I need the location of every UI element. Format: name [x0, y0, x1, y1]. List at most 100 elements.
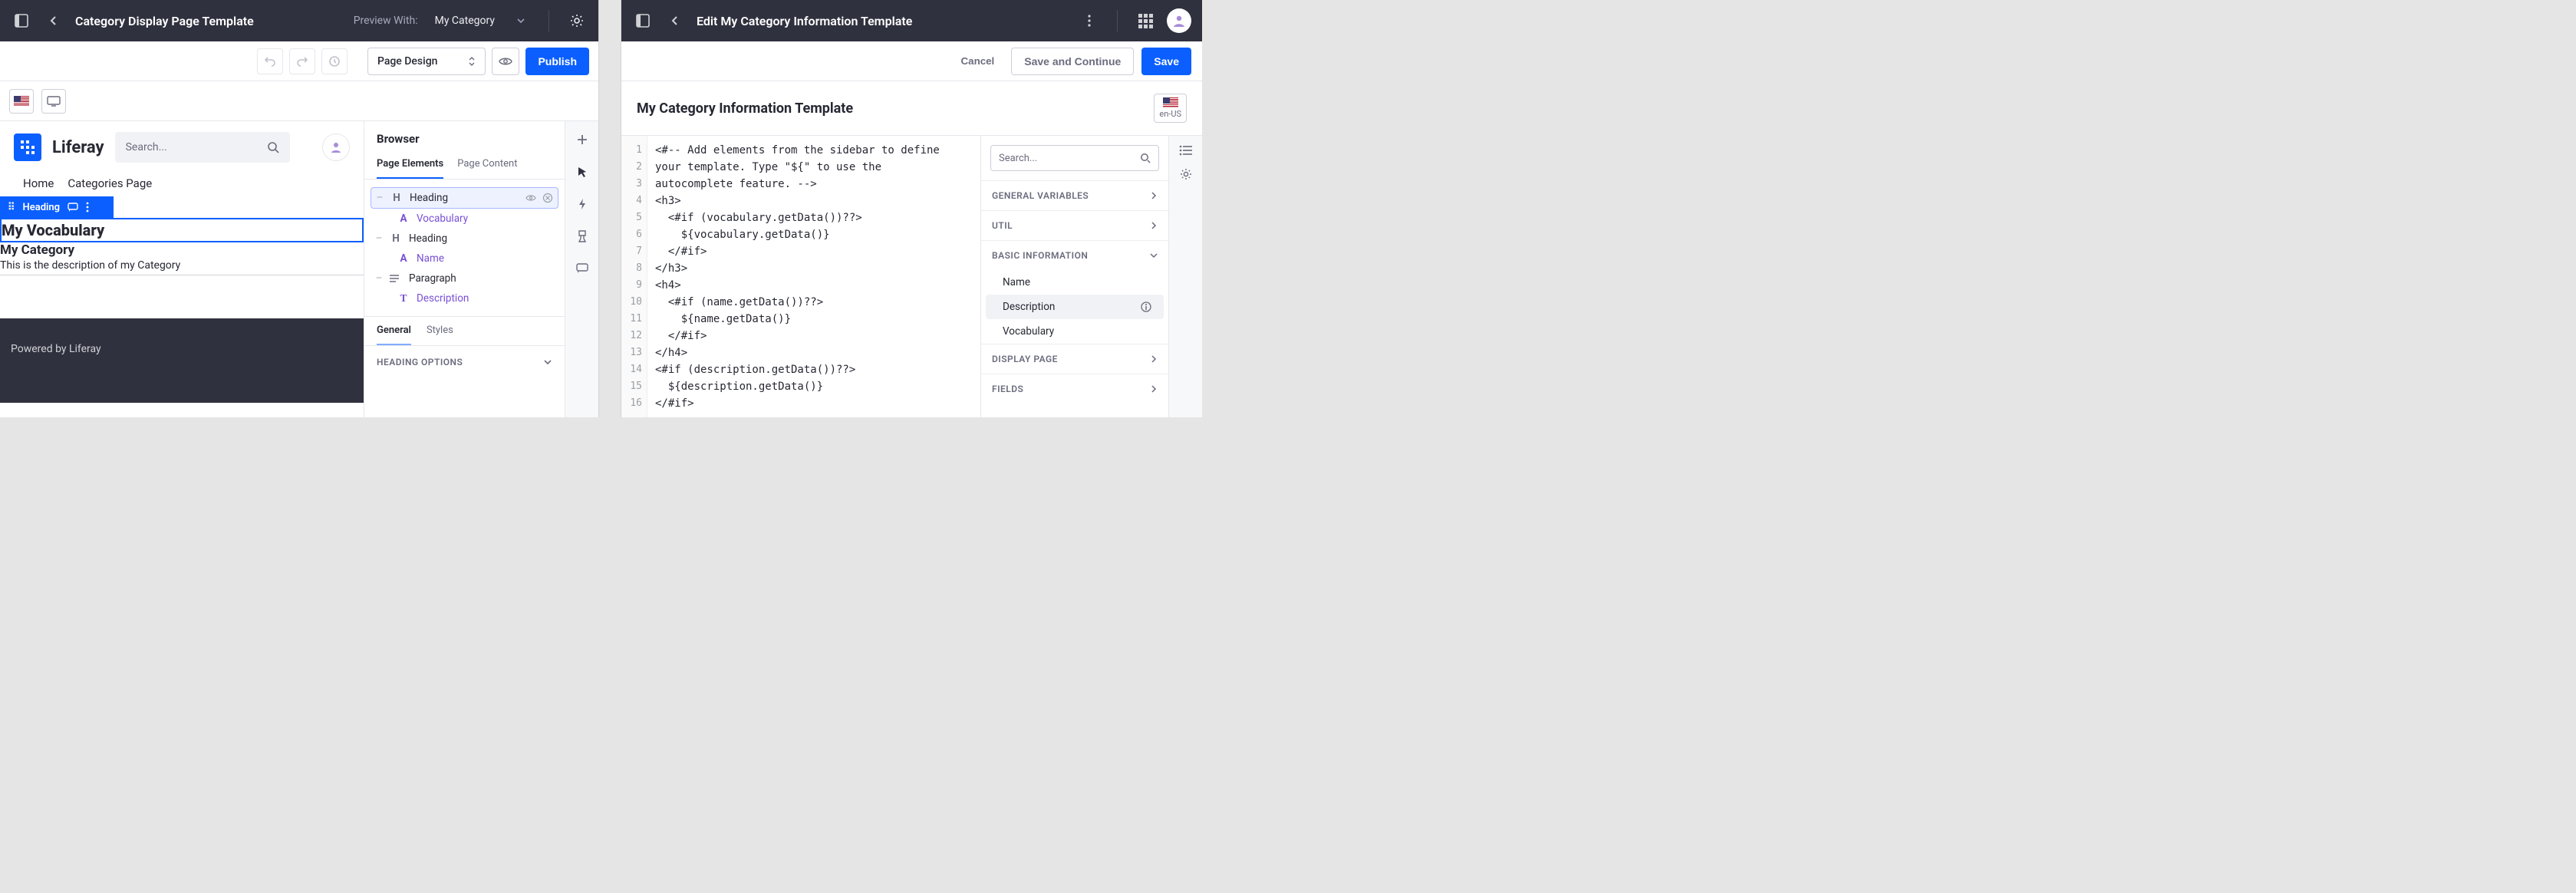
browser-tabs: Page Elements Page Content	[364, 150, 565, 180]
canvas-footer: Powered by Liferay	[0, 318, 364, 403]
locale-flag-icon[interactable]	[9, 89, 34, 114]
preview-with-label: Preview With:	[354, 15, 418, 27]
code-column: 12345678910111213141516 <#-- Add element…	[621, 136, 981, 417]
cursor-icon[interactable]	[572, 161, 593, 183]
chevron-down-icon	[1150, 252, 1158, 259]
footer-text: Powered by Liferay	[11, 343, 101, 355]
chevron-right-icon	[1150, 222, 1158, 229]
bolt-icon[interactable]	[572, 193, 593, 215]
text-icon: T	[397, 292, 410, 305]
selection-label: Heading	[23, 202, 61, 213]
preview-icon[interactable]	[492, 48, 519, 75]
history-icon[interactable]	[321, 48, 348, 74]
gear-icon[interactable]	[566, 10, 588, 31]
list-icon[interactable]	[1179, 145, 1193, 156]
subtab-styles[interactable]: Styles	[427, 317, 453, 345]
selected-heading-box[interactable]: My Vocabulary	[0, 218, 364, 242]
device-desktop-icon[interactable]	[41, 89, 66, 114]
section-util[interactable]: UTIL	[981, 210, 1168, 240]
locale-row	[0, 81, 598, 121]
comments-icon[interactable]	[68, 202, 78, 213]
add-icon[interactable]	[572, 129, 593, 150]
page-mode-select[interactable]: Page Design	[367, 48, 486, 75]
left-icon-rail	[565, 121, 598, 417]
comment-icon[interactable]	[572, 258, 593, 279]
canvas-header: Liferay Search...	[0, 121, 364, 173]
template-title-row: My Category Information Template en-US	[621, 81, 1202, 135]
back-icon[interactable]	[664, 10, 686, 31]
chevron-right-icon	[1150, 355, 1158, 363]
subtab-general[interactable]: General	[377, 317, 411, 345]
code-editor[interactable]: <#-- Add elements from the sidebar to de…	[647, 136, 980, 417]
undo-icon[interactable]	[257, 48, 283, 74]
cancel-button[interactable]: Cancel	[952, 48, 1004, 75]
kebab-icon[interactable]	[1079, 10, 1100, 31]
tree-vocabulary[interactable]: AVocabulary	[371, 209, 558, 229]
vocabulary-heading: My Vocabulary	[2, 219, 362, 241]
page-title: Edit My Category Information Template	[697, 14, 912, 28]
toggle-sidebar-icon[interactable]	[632, 10, 654, 31]
search-input[interactable]: Search...	[115, 132, 290, 163]
right-icon-rail	[1168, 136, 1202, 417]
vars-search-placeholder: Search...	[999, 153, 1037, 164]
search-placeholder: Search...	[126, 141, 167, 153]
section-basic-information[interactable]: BASIC INFORMATION	[981, 240, 1168, 270]
left-main: Liferay Search... Home Categories Page ⠿…	[0, 121, 598, 417]
redo-icon[interactable]	[289, 48, 315, 74]
publish-button[interactable]: Publish	[525, 48, 589, 75]
back-icon[interactable]	[43, 10, 64, 31]
brush-icon[interactable]	[572, 226, 593, 247]
left-pane: Category Display Page Template Preview W…	[0, 0, 598, 417]
page-title: Category Display Page Template	[75, 14, 254, 28]
tab-page-elements[interactable]: Page Elements	[377, 150, 443, 179]
drag-handle-icon[interactable]: ⠿	[8, 202, 15, 213]
selection-wrapper: ⠿ Heading My Vocabulary	[0, 196, 364, 242]
var-name[interactable]: Name	[986, 270, 1164, 295]
save-continue-button[interactable]: Save and Continue	[1011, 48, 1134, 75]
liferay-logo-icon	[14, 133, 41, 161]
tree-description[interactable]: TDescription	[371, 288, 558, 308]
visibility-icon[interactable]	[525, 193, 536, 203]
section-fields[interactable]: FIELDS	[981, 374, 1168, 404]
heading-options-section[interactable]: HEADING OPTIONS	[364, 346, 565, 378]
section-general-variables[interactable]: GENERAL VARIABLES	[981, 180, 1168, 210]
user-avatar[interactable]	[1167, 8, 1191, 33]
line-gutter: 12345678910111213141516	[621, 136, 647, 417]
search-icon	[1140, 153, 1151, 163]
info-icon[interactable]	[1141, 302, 1151, 312]
tab-page-content[interactable]: Page Content	[457, 150, 517, 179]
editor-area: 12345678910111213141516 <#-- Add element…	[621, 135, 1202, 417]
browser-panel: Browser Page Elements Page Content –H He…	[364, 121, 565, 417]
section-display-page[interactable]: DISPLAY PAGE	[981, 344, 1168, 374]
var-description[interactable]: Description	[986, 295, 1164, 319]
nav-categories[interactable]: Categories Page	[68, 176, 152, 190]
search-icon	[267, 141, 279, 153]
toggle-sidebar-icon[interactable]	[11, 10, 32, 31]
avatar-icon[interactable]	[322, 133, 350, 161]
preview-with-value[interactable]: My Category	[435, 15, 495, 27]
locale-selector[interactable]: en-US	[1154, 94, 1187, 123]
nav-home[interactable]: Home	[23, 176, 54, 190]
chevron-down-icon[interactable]	[510, 10, 532, 31]
vars-search-input[interactable]: Search...	[990, 145, 1159, 171]
tree-heading-1[interactable]: –H Heading	[371, 187, 558, 209]
pane-gap	[598, 0, 621, 417]
remove-icon[interactable]	[542, 193, 553, 203]
nav-links: Home Categories Page	[0, 173, 364, 196]
canvas-column: Liferay Search... Home Categories Page ⠿…	[0, 121, 364, 417]
browser-title: Browser	[364, 121, 565, 150]
chevron-right-icon	[1150, 385, 1158, 393]
apps-grid-icon[interactable]	[1135, 10, 1156, 31]
variables-column: Search... GENERAL VARIABLES UTIL BASIC I…	[981, 136, 1168, 417]
var-vocabulary[interactable]: Vocabulary	[986, 319, 1164, 344]
tree-heading-2[interactable]: –HHeading	[371, 229, 558, 249]
save-button[interactable]: Save	[1141, 48, 1191, 75]
gear-icon[interactable]	[1180, 168, 1192, 180]
tree-name[interactable]: AName	[371, 249, 558, 269]
tree-paragraph[interactable]: –Paragraph	[371, 269, 558, 288]
category-description: This is the description of my Category	[0, 259, 364, 275]
kebab-icon[interactable]	[86, 202, 89, 213]
brand-name: Liferay	[52, 138, 104, 157]
category-heading: My Category	[0, 242, 364, 259]
selection-toolbar[interactable]: ⠿ Heading	[0, 196, 114, 218]
